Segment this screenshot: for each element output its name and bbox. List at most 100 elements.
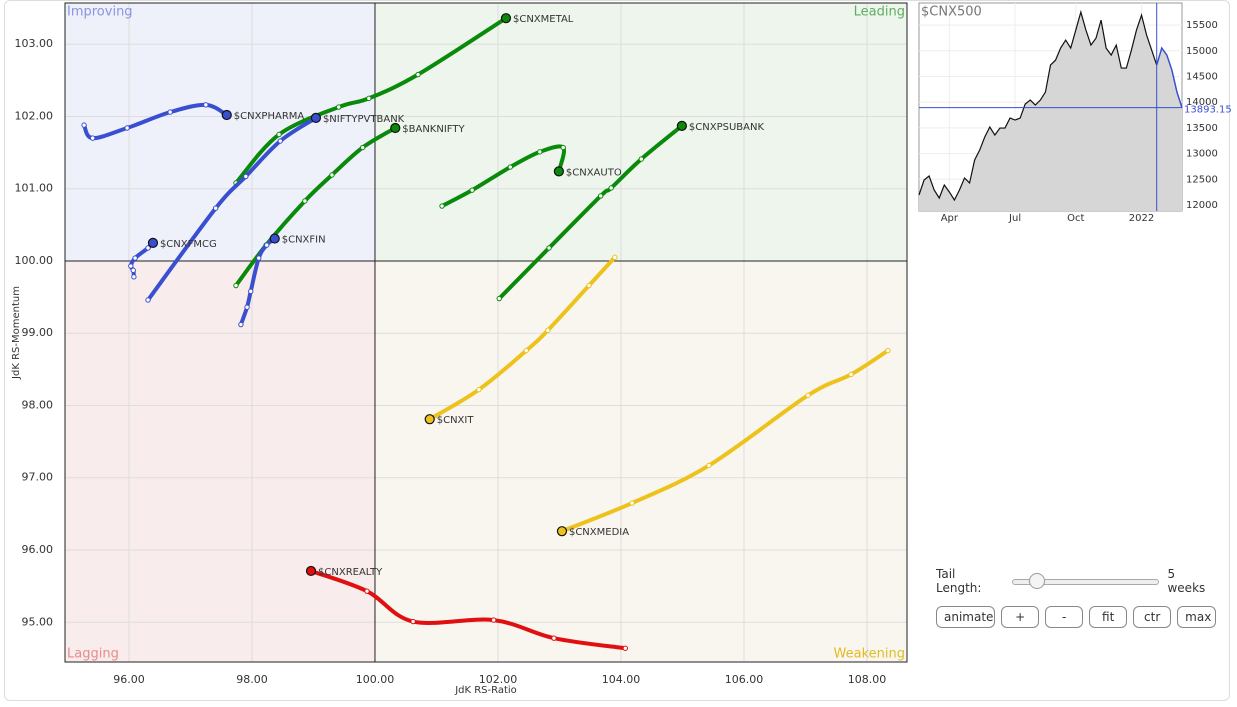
- x-tick-label: 2022: [1129, 213, 1154, 224]
- tail-point: [415, 71, 421, 78]
- control-button[interactable]: -: [1045, 606, 1084, 628]
- head-point: [305, 565, 317, 577]
- tail-point: [128, 263, 134, 269]
- series-label: $CNXMETAL: [513, 14, 574, 25]
- tail-point: [359, 144, 366, 151]
- tail-point: [233, 282, 239, 289]
- mini-title: $CNX500: [921, 5, 982, 20]
- tail-point: [248, 288, 254, 295]
- tail-line: [233, 16, 508, 185]
- control-button[interactable]: +: [1001, 606, 1040, 628]
- y-tick-label: 100.00: [15, 254, 54, 267]
- quadrant-label: Lagging: [67, 647, 119, 662]
- quadrant: [65, 260, 375, 662]
- y-tick-label: 15000: [1186, 46, 1218, 57]
- tail-point: [264, 242, 270, 248]
- y-tick-label: 13500: [1186, 123, 1218, 134]
- head-point: [553, 166, 564, 177]
- control-button[interactable]: fit: [1089, 606, 1128, 628]
- tail-point: [439, 203, 445, 209]
- head-point: [676, 120, 687, 131]
- price-line: [918, 9, 1158, 202]
- control-button[interactable]: max: [1177, 606, 1216, 628]
- tail-point: [243, 173, 249, 180]
- head-point: [147, 237, 159, 248]
- series-label: $CNXAUTO: [566, 167, 622, 178]
- x-tick-label: 102.00: [479, 673, 518, 686]
- tail-point: [586, 282, 592, 289]
- control-button[interactable]: animate: [936, 606, 996, 628]
- y-tick-label: 12500: [1186, 174, 1218, 185]
- tail-point: [277, 138, 283, 144]
- button-row: animate + - fit ctr max: [936, 606, 1216, 628]
- y-tick-label: 96.00: [22, 543, 54, 556]
- tail-point: [132, 255, 138, 261]
- tail-point: [335, 104, 342, 110]
- tail-point: [469, 187, 475, 193]
- quadrant: [374, 260, 908, 662]
- quadrant-label: Weakening: [834, 647, 905, 662]
- tail-point: [848, 371, 854, 378]
- tail-point: [145, 245, 151, 251]
- tail-point: [537, 149, 543, 155]
- plot-border: [64, 2, 908, 663]
- tail-point: [507, 164, 513, 170]
- tail-row: Tail Length: 5 weeks: [936, 567, 1216, 595]
- tail-point: [496, 295, 502, 302]
- head-point: [390, 122, 401, 134]
- y-tick-label: 95.00: [22, 615, 54, 628]
- tail-slider[interactable]: [1011, 573, 1160, 589]
- x-tick-label: 108.00: [848, 673, 887, 686]
- x-axis-label: JdK RS-Ratio: [454, 685, 517, 696]
- x-tick-label: 106.00: [725, 673, 764, 686]
- head-point: [556, 526, 568, 537]
- tail-point: [244, 304, 250, 310]
- y-tick-label: 13000: [1186, 149, 1218, 160]
- y-tick-label: 14000: [1186, 97, 1218, 108]
- tail-point: [212, 205, 219, 211]
- tail-point: [130, 267, 136, 274]
- head-point: [269, 233, 280, 244]
- tail-value: 5 weeks: [1167, 567, 1206, 595]
- series-label: $CNXFMCG: [160, 239, 217, 250]
- series-label: $CNXPSUBANK: [689, 122, 765, 133]
- tail-point: [364, 588, 370, 594]
- tail-point: [551, 635, 557, 641]
- tail-point: [410, 618, 416, 625]
- tail-point: [608, 185, 614, 191]
- x-tick-label: Oct: [1067, 213, 1084, 224]
- tail-point: [885, 347, 891, 354]
- tail-point: [476, 386, 482, 393]
- tail-point: [545, 327, 551, 334]
- y-axis-label: JdK RS-Momentum: [11, 286, 22, 380]
- y-tick-label: 97.00: [22, 471, 54, 484]
- x-tick-label: 100.00: [356, 673, 395, 686]
- tail-point: [523, 347, 529, 354]
- head-point: [221, 109, 232, 121]
- series-label: $CNXMEDIA: [569, 527, 629, 538]
- head-point: [424, 414, 435, 425]
- x-tick-label: 96.00: [113, 673, 145, 686]
- quadrant-label: Leading: [854, 5, 905, 20]
- series-label: $BANKNIFTY: [402, 124, 465, 135]
- tail-point: [622, 645, 629, 651]
- control-button[interactable]: ctr: [1133, 606, 1172, 628]
- x-tick-label: 104.00: [602, 673, 641, 686]
- series-label: $CNXPHARMA: [234, 111, 305, 122]
- y-tick-label: 99.00: [22, 326, 54, 339]
- y-tick-label: 103.00: [15, 37, 54, 50]
- head-point: [500, 13, 512, 24]
- y-tick-label: 12000: [1186, 200, 1218, 211]
- quadrant-label: Improving: [67, 5, 133, 20]
- head-point: [310, 112, 322, 123]
- tail-point: [238, 321, 244, 328]
- tail-point: [81, 122, 87, 128]
- tail-point: [546, 245, 552, 251]
- y-tick-label: 98.00: [22, 398, 54, 411]
- tail-point: [302, 198, 308, 204]
- tail-point: [629, 500, 635, 506]
- series-label: $CNXREALTY: [318, 567, 383, 578]
- y-tick-label: 15500: [1186, 20, 1218, 31]
- tail-point: [131, 274, 137, 280]
